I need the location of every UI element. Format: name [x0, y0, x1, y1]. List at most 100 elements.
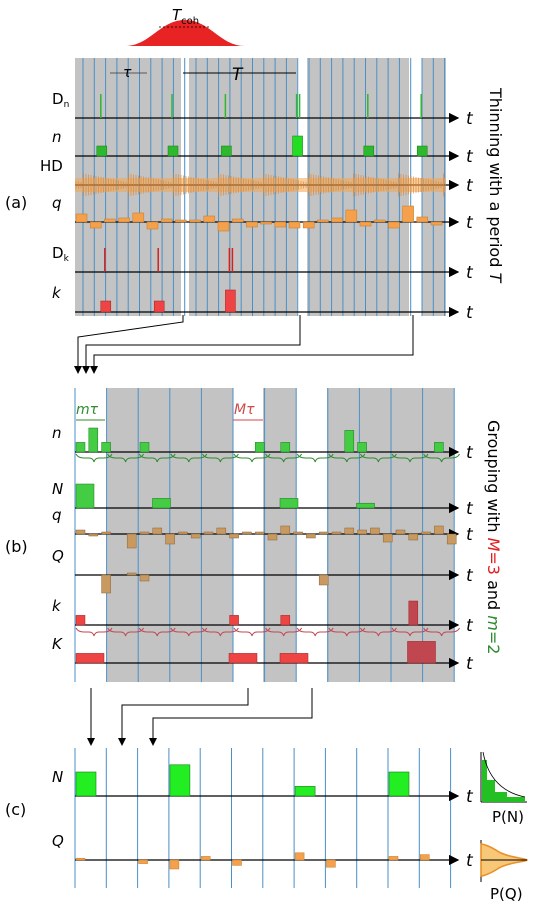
m-brace — [359, 453, 397, 463]
b-q-bar — [101, 531, 111, 535]
panel-a-side-title: Thinning with a period T — [486, 87, 505, 283]
b-q-bar — [446, 533, 457, 545]
panel-b-shading — [107, 388, 454, 682]
c-Q-bar — [169, 859, 180, 870]
b-k-axis-label: t — [466, 616, 474, 636]
q-bar — [430, 221, 443, 226]
b-n-bar — [88, 427, 99, 453]
b-q-bar — [267, 533, 278, 541]
a-row-label-k: k — [52, 284, 62, 302]
m-brace — [328, 453, 366, 463]
c-Q-bar — [294, 852, 305, 861]
n-bar — [416, 145, 428, 157]
b-q-bar — [280, 525, 291, 535]
M-brace — [328, 627, 366, 637]
b-n-bar — [434, 442, 444, 453]
b-Q-bar — [101, 574, 111, 594]
q-bar — [288, 221, 301, 229]
b-n-bar — [357, 442, 367, 453]
q-bar — [246, 221, 258, 228]
b-q-bar — [242, 531, 252, 535]
m-brace — [391, 453, 429, 463]
q-bar — [146, 221, 159, 230]
b-q-bar — [293, 531, 303, 535]
panel-b: mτ Mτ n t Nt q t Qt k t Kt (b) Grouping with M=3… — [5, 388, 503, 682]
a-row-label-HD: HD — [40, 157, 63, 175]
b-q-bar — [408, 533, 419, 541]
b-K-bar — [279, 653, 309, 664]
m-brace — [233, 453, 271, 463]
M-brace — [296, 627, 334, 637]
q-bar — [373, 219, 386, 223]
q-bar — [274, 221, 287, 228]
k-bar — [225, 289, 236, 313]
m-brace — [296, 453, 334, 463]
b-q-axis-label: t — [466, 525, 474, 545]
c-row-label-N: N — [52, 768, 63, 786]
b-q-bar — [382, 533, 393, 543]
q-bar — [331, 217, 343, 223]
b-q-bar — [370, 527, 380, 535]
n-bar — [363, 145, 375, 157]
q-bar — [231, 218, 244, 223]
m-brace — [265, 453, 303, 463]
m-tau-label: mτ — [76, 402, 99, 418]
b-row-label-K: K — [52, 635, 63, 653]
q-bar — [203, 215, 216, 223]
b-q-bar — [229, 533, 239, 539]
a-row-label-Dn-base: D — [52, 90, 64, 108]
a-row-label-Dk-sub: k — [64, 254, 70, 264]
c-N-bar — [388, 771, 410, 797]
a-row-label-q: q — [52, 194, 62, 212]
a-row-label-n: n — [52, 128, 62, 146]
b-row-label-n: n — [52, 424, 62, 442]
b-K-bar — [228, 653, 258, 664]
c-N-bar — [294, 786, 316, 797]
n-bar — [292, 135, 303, 157]
panel-a-label: (a) — [5, 193, 27, 212]
q-bar — [345, 209, 358, 223]
b-K-bar — [407, 641, 436, 664]
a-HD-axis-label: t — [466, 176, 474, 196]
q-bar — [175, 219, 187, 223]
q-bar — [317, 219, 329, 223]
b-K-bar — [75, 653, 105, 664]
c-Q-bar — [138, 859, 148, 864]
b-Q-bar — [318, 574, 329, 586]
b-n-bar — [254, 442, 265, 453]
a-q-axis-label: t — [466, 213, 474, 233]
b-K-axis-label: t — [466, 654, 474, 674]
m-brace — [75, 453, 113, 463]
hd-noise-band — [75, 178, 446, 192]
b-q-bar — [344, 527, 355, 535]
q-bar — [402, 205, 414, 223]
b-k-bar — [75, 615, 86, 626]
b-q-bar — [126, 533, 137, 549]
m-brace — [423, 453, 461, 463]
b-n-axis-label: t — [466, 443, 474, 463]
b-q-bar — [331, 531, 342, 535]
c-N-bar — [169, 764, 191, 797]
b-k-bar — [408, 600, 419, 626]
a-Dn-axis-label: t — [466, 109, 474, 129]
pq-label: P(Q) — [490, 885, 523, 903]
q-bar — [160, 218, 173, 223]
b-n-bar — [280, 442, 291, 453]
a-Dk-axis-label: t — [466, 263, 474, 283]
b-q-bar — [178, 531, 188, 535]
c-Q-bar — [232, 859, 242, 866]
M-tau-label: Mτ — [234, 402, 255, 418]
b-n-bar — [101, 442, 111, 453]
b-Q-axis-label: t — [466, 566, 474, 586]
panel-c-label: (c) — [5, 800, 26, 819]
a-row-label-Dk-base: D — [52, 244, 64, 262]
panel-b-label: (b) — [5, 537, 28, 556]
q-bar — [416, 216, 429, 223]
b-q-bar — [306, 533, 316, 539]
c-N-axis-label: t — [466, 787, 474, 807]
M-brace — [233, 627, 271, 637]
pq-distribution: P(Q) — [480, 840, 529, 903]
M-brace — [391, 627, 429, 637]
M-brace — [75, 627, 113, 637]
b-q-bar — [254, 531, 265, 535]
